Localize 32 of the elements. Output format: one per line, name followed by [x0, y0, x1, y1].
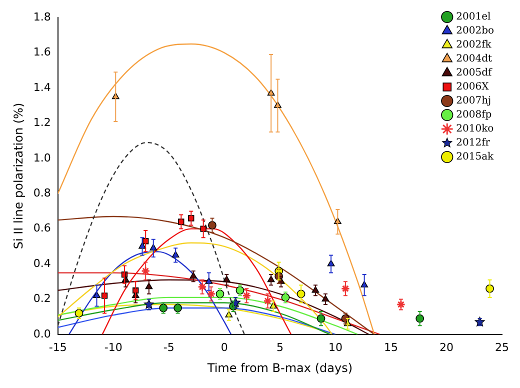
y-tick-label: 0.4	[33, 256, 51, 270]
legend-label: 2006X	[456, 82, 490, 93]
legend-label: 2005df	[456, 68, 493, 79]
x-tick-label: -5	[163, 340, 174, 354]
y-tick-label: 0.0	[33, 327, 51, 340]
x-tick-label: 15	[384, 340, 398, 354]
y-tick-label: 0.2	[33, 292, 51, 306]
legend-label: 2002bo	[456, 26, 494, 37]
legend-label: 2010ko	[456, 124, 494, 135]
y-tick-label: 0.6	[33, 222, 51, 235]
y-tick-label: 1.2	[33, 116, 51, 130]
x-tick-label: 5	[276, 340, 284, 354]
legend-label: 2015ak	[456, 152, 495, 163]
x-tick-label: 0	[220, 340, 228, 354]
legend-label: 2012fr	[456, 138, 490, 149]
y-tick-label: 1.8	[33, 10, 51, 24]
legend-label: 2004dt	[456, 54, 492, 65]
x-tick-label: 20	[439, 340, 454, 354]
y-tick-label: 0.8	[33, 186, 51, 200]
x-tick-label: -15	[48, 340, 67, 354]
x-tick-label: 10	[328, 340, 342, 354]
legend-label: 2001el	[456, 12, 491, 23]
legend-label: 2002fk	[456, 40, 492, 51]
legend-label: 2007hj	[456, 96, 492, 107]
x-tick-label: -10	[104, 340, 122, 354]
x-axis-title: Time from B-max (days)	[206, 360, 353, 375]
legend-label: 2008fp	[456, 110, 492, 121]
y-tick-label: 1.6	[33, 46, 51, 59]
y-tick-label: 1.4	[33, 80, 51, 94]
y-axis-title: Si II line polarization (%)	[11, 102, 26, 250]
x-tick-label: 25	[495, 340, 509, 354]
y-tick-label: 1.0	[33, 151, 51, 164]
